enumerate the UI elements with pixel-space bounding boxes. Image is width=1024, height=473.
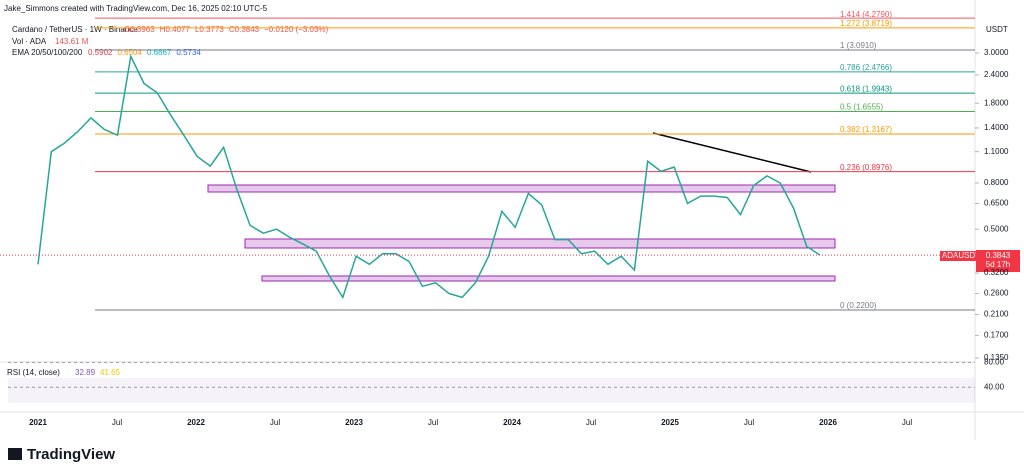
- price-line: [37, 53, 821, 300]
- y-tick-label: 0.2100: [984, 310, 1009, 319]
- y-tick-label: 0.6500: [984, 199, 1009, 208]
- symbol-badge: [940, 251, 982, 261]
- ema-value: 0.6867: [147, 48, 172, 57]
- zone: [207, 184, 836, 193]
- x-tick-label: 2023: [345, 418, 363, 427]
- fib-label: 0.236 (0.8976): [840, 163, 892, 172]
- brand: TradingView: [27, 446, 115, 463]
- fib-label: 0.618 (1.9943): [840, 84, 892, 93]
- volume-label: Vol · ADA: [12, 37, 47, 46]
- y-tick-label: 0.2600: [984, 289, 1009, 298]
- x-tick-label: 2024: [503, 418, 521, 427]
- ohlc-value: C0.3843: [229, 25, 260, 34]
- x-tick-label: 2026: [819, 418, 837, 427]
- credit: Jake_Simmons created with TradingView.co…: [4, 4, 268, 13]
- ohlc-value: −0.0120 (−3.03%): [264, 25, 328, 34]
- x-tick-label: Jul: [586, 418, 596, 427]
- y-tick-label: 0.1350: [984, 353, 1009, 362]
- fib-label: 1.414 (4.2790): [840, 10, 892, 19]
- y-tick-label: 0.3200: [984, 268, 1009, 277]
- rsi-tick-label: 40.00: [984, 382, 1005, 391]
- rsi-tick-label: 80.00: [984, 358, 1005, 367]
- y-tick-label: 0.5000: [984, 224, 1009, 233]
- volume-value: 143.61 M: [55, 37, 89, 46]
- zone: [244, 238, 836, 249]
- fib-label: 0.382 (1.3167): [840, 125, 892, 134]
- x-tick-label: Jul: [744, 418, 754, 427]
- fib-label: 1.272 (3.8719): [840, 19, 892, 28]
- y-tick-label: 1.1000: [984, 147, 1009, 156]
- trendline: [652, 132, 812, 173]
- symbol-badge-text: ADAUSDT: [942, 251, 980, 260]
- x-tick-label: 2021: [29, 418, 47, 427]
- rsi-value: 32.89: [75, 368, 96, 377]
- x-tick-label: 2025: [661, 418, 679, 427]
- y-tick-label: 3.0000: [984, 48, 1009, 57]
- y-tick-label: 1.4000: [984, 123, 1009, 132]
- logo-mark: [8, 448, 22, 460]
- ema-value: 0.5902: [88, 48, 113, 57]
- logo: TradingView: [8, 446, 115, 463]
- fib-label: 1 (3.0910): [840, 41, 877, 50]
- zone: [261, 275, 836, 282]
- ema-value: 0.6504: [117, 48, 142, 57]
- price-badge: [976, 250, 1020, 272]
- x-tick-label: Jul: [902, 418, 912, 427]
- y-tick-label: 0.8000: [984, 178, 1009, 187]
- last-price: 0.3843: [986, 251, 1011, 260]
- x-tick-label: Jul: [428, 418, 438, 427]
- ohlc-value: O0.3963: [124, 25, 155, 34]
- fib-label: 0.5 (1.6555): [840, 103, 883, 112]
- y-tick-label: 1.8000: [984, 98, 1009, 107]
- y-tick-label: 0.1700: [984, 330, 1009, 339]
- countdown: 5d 17h: [986, 260, 1010, 269]
- ohlc-value: H0.4077: [160, 25, 191, 34]
- fib-label: 0 (0.2200): [840, 301, 877, 310]
- x-tick-label: Jul: [270, 418, 280, 427]
- rsi-value: 41.65: [100, 368, 121, 377]
- rsi-band: [8, 378, 975, 403]
- y-tick-label: 2.4000: [984, 70, 1009, 79]
- x-tick-label: Jul: [112, 418, 122, 427]
- y-unit: USDT: [986, 25, 1008, 34]
- rsi-label: RSI (14, close): [7, 368, 60, 377]
- ohlc-value: L0.3773: [195, 25, 224, 34]
- ema-value: 0.5734: [176, 48, 201, 57]
- x-tick-label: 2022: [187, 418, 205, 427]
- ema-label: EMA 20/50/100/200: [12, 48, 83, 57]
- fib-label: 0.786 (2.4766): [840, 63, 892, 72]
- symbol: Cardano / TetherUS · 1W · Binance: [12, 25, 138, 34]
